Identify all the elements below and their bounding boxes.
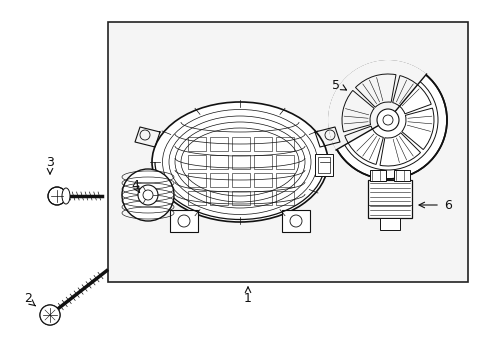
Bar (210, 155, 228, 169)
Bar (380, 218, 400, 230)
Text: 4: 4 (131, 179, 139, 192)
Bar (315, 154, 333, 176)
Bar (276, 173, 294, 187)
Ellipse shape (329, 61, 447, 179)
Bar (188, 173, 206, 187)
Ellipse shape (377, 109, 399, 131)
Bar (276, 155, 294, 169)
Text: 3: 3 (46, 156, 54, 168)
Ellipse shape (122, 169, 174, 221)
Bar (108, 22, 468, 282)
Ellipse shape (62, 188, 70, 204)
Ellipse shape (40, 305, 60, 325)
Bar (282, 210, 310, 232)
Text: 1: 1 (244, 292, 252, 305)
Bar (210, 173, 228, 187)
Bar (254, 173, 272, 187)
Wedge shape (328, 60, 427, 150)
Text: 5: 5 (332, 78, 340, 91)
Text: 6: 6 (444, 198, 452, 212)
Bar (188, 191, 206, 205)
Circle shape (48, 187, 66, 205)
Bar (170, 210, 198, 232)
Bar (232, 155, 250, 169)
Bar (370, 170, 386, 181)
Bar (188, 155, 206, 169)
Ellipse shape (152, 102, 328, 222)
Bar (210, 191, 228, 205)
Bar (232, 137, 250, 151)
Bar (276, 137, 294, 151)
Circle shape (40, 305, 60, 325)
Ellipse shape (138, 185, 158, 205)
Bar (232, 191, 250, 205)
Text: 2: 2 (24, 292, 32, 305)
Bar (254, 155, 272, 169)
Bar (368, 180, 412, 218)
Bar (276, 191, 294, 205)
Bar (254, 137, 272, 151)
Bar (232, 173, 250, 187)
Bar (210, 137, 228, 151)
Bar (394, 170, 410, 181)
Bar (188, 137, 206, 151)
Bar (254, 191, 272, 205)
Bar (318, 157, 330, 173)
